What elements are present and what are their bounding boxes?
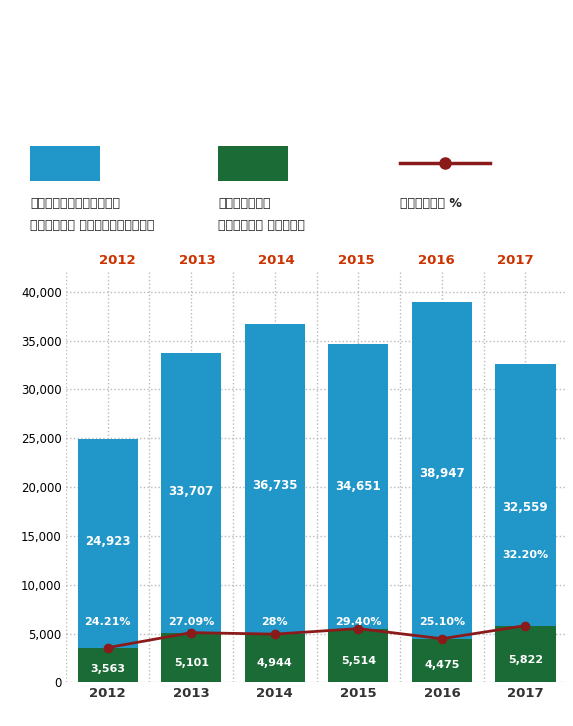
Text: 34,651: 34,651 bbox=[336, 480, 381, 493]
Text: 3,563: 3,563 bbox=[90, 664, 125, 674]
Text: 36,735: 36,735 bbox=[252, 478, 297, 492]
Bar bbox=[161, 632, 221, 682]
Bar bbox=[30, 146, 100, 181]
Text: 38,947: 38,947 bbox=[419, 467, 465, 480]
Text: 4,475: 4,475 bbox=[424, 660, 460, 670]
Bar bbox=[412, 639, 472, 682]
Text: 5,514: 5,514 bbox=[341, 656, 376, 666]
Bar bbox=[328, 629, 388, 682]
Bar bbox=[328, 344, 388, 682]
Text: అత్యాచారాలపై: అత్యాచారాలపై bbox=[30, 197, 120, 210]
Bar bbox=[218, 146, 288, 181]
Text: 28%: 28% bbox=[261, 617, 288, 627]
Bar bbox=[161, 354, 221, 682]
Text: 29.40%: 29.40% bbox=[335, 617, 382, 627]
Text: 2012-17 మధ్య దేశంలో అత్యాచారాల: 2012-17 మధ్య దేశంలో అత్యాచారాల bbox=[53, 25, 520, 52]
Text: నమోదైన ఎఫ్ఫైఆర్లు: నమోదైన ఎఫ్ఫైఆర్లు bbox=[30, 219, 154, 232]
Text: తీరుతెన్నలు.. (ఫిర్యాదుల ఆధారంగా): తీరుతెన్నలు.. (ఫిర్యాదుల ఆధారంగా) bbox=[68, 85, 505, 109]
Text: శిక్షల %: శిక్షల % bbox=[400, 197, 462, 210]
Text: 5,101: 5,101 bbox=[174, 658, 209, 667]
Bar bbox=[496, 626, 556, 682]
Text: 32,559: 32,559 bbox=[503, 501, 548, 514]
Text: 25.10%: 25.10% bbox=[419, 617, 465, 627]
Bar bbox=[77, 648, 138, 682]
Text: 5,822: 5,822 bbox=[508, 655, 543, 665]
Text: శిక్షల ఖరారు: శిక్షల ఖరారు bbox=[218, 219, 305, 232]
Bar bbox=[77, 439, 138, 682]
Bar bbox=[496, 364, 556, 682]
Bar bbox=[245, 634, 305, 682]
Text: 24.21%: 24.21% bbox=[84, 617, 131, 627]
Text: 32.20%: 32.20% bbox=[503, 550, 548, 560]
Text: 24,923: 24,923 bbox=[85, 535, 131, 547]
Bar bbox=[245, 324, 305, 682]
Text: 33,707: 33,707 bbox=[168, 485, 214, 498]
Text: 4,944: 4,944 bbox=[257, 658, 293, 668]
Bar bbox=[412, 302, 472, 682]
Text: వార్షిక: వార్షిక bbox=[218, 197, 270, 210]
Text: 27.09%: 27.09% bbox=[168, 617, 214, 627]
